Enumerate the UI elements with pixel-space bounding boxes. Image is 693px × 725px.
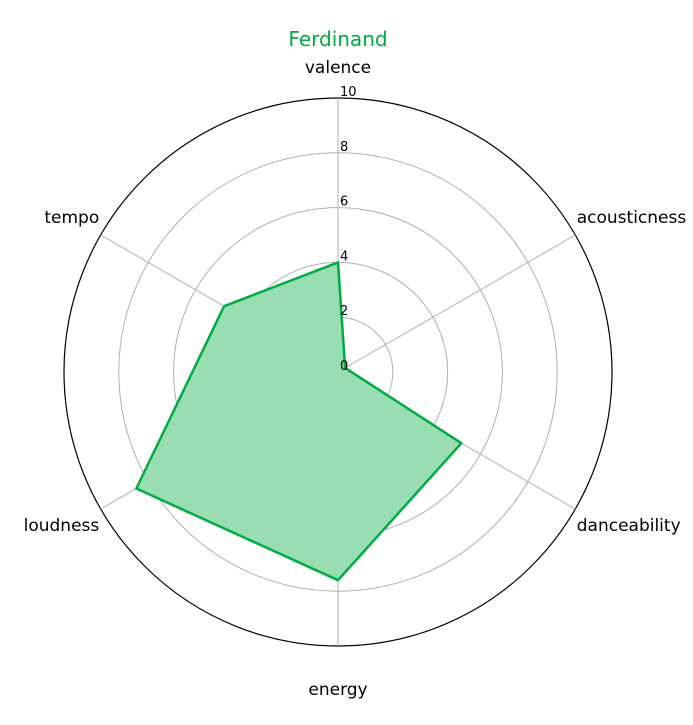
r-tick-label: 4 (340, 249, 348, 264)
axis-label-danceability: danceability (577, 516, 681, 536)
r-tick-label: 10 (340, 85, 357, 100)
axis-label-tempo: tempo (44, 208, 99, 228)
chart-title: Ferdinand (288, 27, 387, 51)
r-tick-label: 0 (340, 359, 348, 374)
data-layer (136, 262, 461, 580)
axis-label-acousticness: acousticness (577, 208, 687, 228)
r-tick-label: 8 (340, 140, 348, 155)
r-tick-label: 6 (340, 195, 348, 210)
axis-label-loudness: loudness (24, 516, 100, 536)
axis-label-valence: valence (305, 58, 371, 78)
spoke-acousticness (338, 235, 575, 372)
r-tick-label: 2 (340, 304, 348, 319)
axis-label-energy: energy (308, 680, 367, 700)
series-area-0 (136, 262, 461, 580)
